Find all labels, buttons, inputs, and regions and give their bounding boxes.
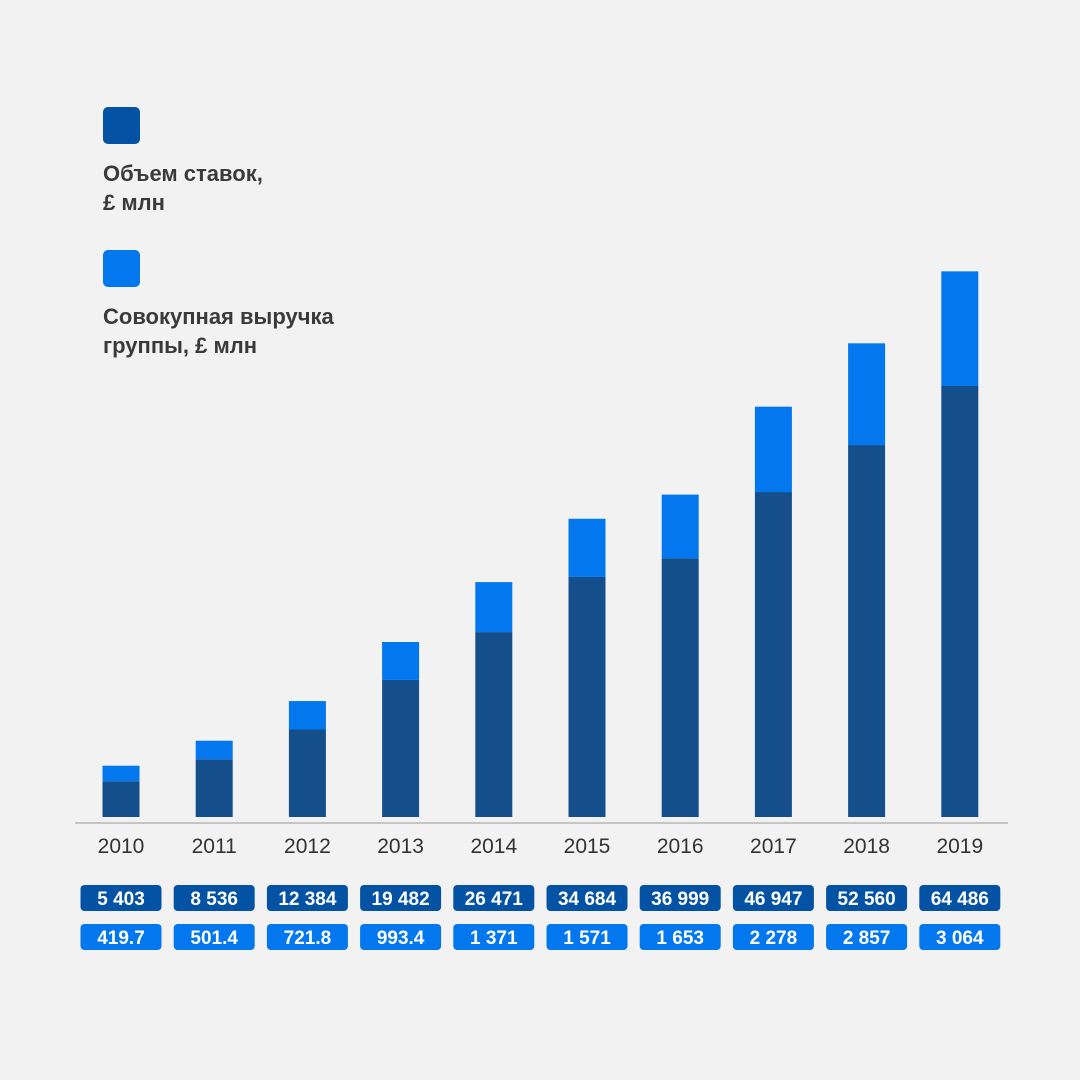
- value-pill-revenue-2019: [919, 924, 1001, 950]
- value-label-revenue-2014: 1 371: [470, 928, 518, 949]
- value-label-stakes-2013: 19 482: [372, 889, 430, 910]
- value-label-stakes-2012: 12 384: [278, 889, 337, 910]
- value-pill-revenue-2015: [546, 924, 628, 950]
- value-pill-stakes-2016: [639, 885, 721, 911]
- value-label-revenue-2013: 993.4: [377, 928, 425, 949]
- value-label-stakes-2011: 8 536: [190, 889, 238, 910]
- value-pill-revenue-2013: [360, 924, 442, 950]
- value-label-revenue-2011: 501.4: [190, 928, 238, 949]
- bar-stakes-2015: [568, 576, 606, 817]
- bar-stakes-2019: [941, 386, 979, 817]
- value-label-stakes-2014: 26 471: [465, 889, 524, 910]
- legend-label-stakes-line2: £ млн: [103, 190, 165, 215]
- value-pill-stakes-2010: [80, 885, 162, 911]
- x-tick-label-2013: 2013: [377, 835, 424, 858]
- legend-swatch-revenue: [103, 250, 140, 287]
- bar-revenue-2016: [661, 494, 699, 559]
- legend-label-stakes-line1: Объем ставок,: [103, 161, 263, 186]
- value-label-revenue-2012: 721.8: [284, 928, 332, 949]
- bar-revenue-2015: [568, 518, 606, 577]
- x-tick-label-2016: 2016: [657, 835, 704, 858]
- bar-revenue-2012: [288, 701, 326, 730]
- value-pill-revenue-2018: [826, 924, 908, 950]
- value-label-revenue-2018: 2 857: [843, 928, 891, 949]
- value-pill-stakes-2019: [919, 885, 1001, 911]
- bar-stakes-2018: [848, 445, 886, 817]
- value-pill-stakes-2014: [453, 885, 535, 911]
- bar-stakes-2010: [102, 781, 140, 817]
- bar-revenue-2013: [382, 642, 420, 680]
- bar-revenue-2011: [195, 740, 233, 760]
- bar-stakes-2014: [475, 632, 513, 817]
- value-pill-revenue-2010: [80, 924, 162, 950]
- x-axis-labels: 2010 2011 2012 2013 2014 2015 2016 2017 2018 2019: [98, 835, 984, 858]
- value-label-stakes-2016: 36 999: [651, 889, 709, 910]
- bar-stakes-2013: [382, 679, 420, 817]
- x-tick-label-2018: 2018: [843, 835, 890, 858]
- value-pill-revenue-2017: [732, 924, 814, 950]
- legend-label-revenue-line2: группы, £ млн: [103, 333, 257, 358]
- value-pill-stakes-2013: [360, 885, 442, 911]
- value-label-revenue-2016: 1 653: [656, 928, 704, 949]
- value-label-revenue-2017: 2 278: [750, 928, 798, 949]
- value-label-stakes-2015: 34 684: [558, 889, 617, 910]
- bar-stakes-2012: [288, 729, 326, 817]
- value-pill-stakes-2015: [546, 885, 628, 911]
- bar-revenue-2014: [475, 582, 513, 633]
- bar-stakes-2017: [754, 492, 792, 817]
- chart-legend: Объем ставок, £ млн Совокупная выручка г…: [103, 107, 334, 358]
- bar-stakes-2016: [661, 558, 699, 817]
- value-pill-stakes-2012: [266, 885, 348, 911]
- bar-revenue-2018: [848, 343, 886, 446]
- value-label-stakes-2010: 5 403: [97, 889, 145, 910]
- value-pill-stakes-2017: [732, 885, 814, 911]
- value-label-stakes-2019: 64 486: [931, 889, 989, 910]
- value-label-stakes-2017: 46 947: [744, 889, 802, 910]
- value-label-revenue-2015: 1 571: [563, 928, 611, 949]
- value-label-revenue-2019: 3 064: [936, 928, 984, 949]
- value-pill-revenue-2014: [453, 924, 535, 950]
- bar-revenue-2019: [941, 271, 979, 386]
- x-tick-label-2019: 2019: [936, 835, 983, 858]
- bars-group: [102, 271, 979, 817]
- value-pill-revenue-2011: [173, 924, 255, 950]
- bar-revenue-2017: [754, 406, 792, 493]
- x-tick-label-2014: 2014: [470, 835, 517, 858]
- x-tick-label-2017: 2017: [750, 835, 797, 858]
- bar-stakes-2011: [195, 759, 233, 817]
- x-tick-label-2011: 2011: [192, 835, 237, 858]
- value-label-revenue-2010: 419.7: [97, 928, 145, 949]
- x-tick-label-2010: 2010: [98, 835, 145, 858]
- value-pill-revenue-2016: [639, 924, 721, 950]
- value-pill-stakes-2018: [826, 885, 908, 911]
- value-pill-stakes-2011: [173, 885, 255, 911]
- bar-revenue-2010: [102, 765, 140, 782]
- value-pills: 5 403 419.7 8 536 501.4 12 384 721.8 19 482 993…: [80, 885, 1001, 950]
- x-tick-label-2015: 2015: [564, 835, 611, 858]
- x-tick-label-2012: 2012: [284, 835, 331, 858]
- legend-swatch-stakes: [103, 107, 140, 144]
- value-pill-revenue-2012: [266, 924, 348, 950]
- legend-label-revenue-line1: Совокупная выручка: [103, 304, 334, 329]
- value-label-stakes-2018: 52 560: [838, 889, 896, 910]
